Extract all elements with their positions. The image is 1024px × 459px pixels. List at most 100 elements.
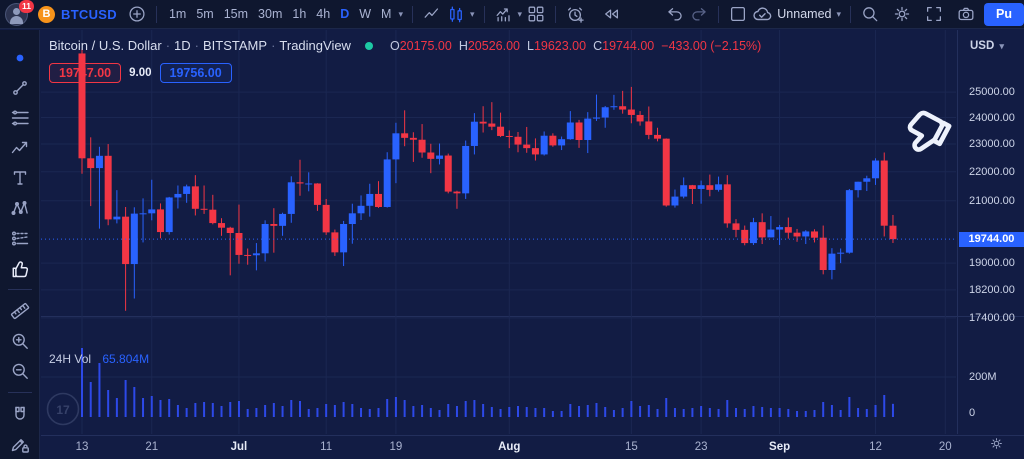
text-tool[interactable] (5, 163, 35, 193)
candle (872, 158, 880, 185)
candle (244, 248, 252, 265)
time-tick: 21 (145, 441, 159, 453)
interval-1m-month[interactable]: M (381, 7, 392, 21)
intervals-chevron-down-icon[interactable]: ▾ (398, 8, 403, 19)
settings-gear-icon[interactable] (890, 2, 914, 26)
measure-ruler-tool[interactable] (5, 296, 35, 326)
search-icon[interactable] (858, 2, 882, 26)
interval-1h[interactable]: 1h (292, 7, 307, 21)
candle (113, 190, 121, 224)
cloud-save-icon[interactable] (750, 2, 774, 26)
symbol-button[interactable]: BTCUSD (61, 6, 117, 22)
candle (610, 94, 618, 110)
candle (514, 131, 522, 153)
interval-30m[interactable]: 30m (258, 7, 283, 21)
candle (584, 112, 592, 154)
divider (7, 289, 32, 290)
candle (287, 176, 295, 223)
candle (322, 198, 330, 235)
fib-retracement-tool[interactable] (5, 103, 35, 133)
time-tick: Jul (230, 441, 248, 453)
trend-line-tool[interactable] (5, 73, 35, 103)
compare-plus-icon[interactable] (125, 2, 149, 26)
arrow-marker-tool[interactable] (5, 133, 35, 163)
style-chevron-down-icon[interactable]: ▾ (469, 8, 475, 19)
camera-icon[interactable] (954, 2, 978, 26)
indicators-chevron-down-icon[interactable]: ▾ (517, 8, 523, 19)
axis-settings-gear-icon[interactable] (989, 436, 1004, 456)
candle (566, 111, 574, 140)
high-label: H (458, 39, 468, 53)
drawing-lock-tool[interactable] (5, 429, 35, 459)
divider (155, 5, 157, 23)
bar-replay-icon[interactable] (599, 2, 623, 26)
interval-5m[interactable]: 5m (196, 7, 214, 21)
candle (802, 230, 810, 245)
candle (374, 181, 382, 208)
fullscreen-icon[interactable] (922, 2, 946, 26)
candle (165, 196, 173, 235)
candle (828, 248, 836, 280)
candle (78, 48, 86, 174)
legend-exchange: BITSTAMP (203, 38, 268, 53)
interval-15m[interactable]: 15m (223, 7, 249, 21)
xabcd-pattern-tool[interactable] (5, 193, 35, 223)
candle (209, 194, 217, 225)
long-position-tool[interactable] (5, 223, 35, 253)
candle (680, 177, 688, 199)
candle (758, 213, 766, 245)
magnet-tool[interactable] (5, 399, 35, 429)
pane-separator[interactable] (41, 316, 1024, 317)
cursor-dot-tool[interactable] (5, 43, 35, 73)
candle (845, 188, 853, 254)
candle (767, 216, 775, 238)
interval-4h[interactable]: 4h (316, 7, 331, 21)
candle (697, 180, 705, 204)
candle (889, 214, 897, 243)
time-tick: 19 (389, 441, 403, 453)
sell-price-button[interactable]: 19747.00 (49, 63, 122, 83)
currency-selector[interactable]: USD ▾ (969, 40, 1004, 52)
close-value: 19744.00 (602, 39, 655, 53)
redo-icon[interactable] (687, 2, 711, 26)
interval-1w[interactable]: W (359, 7, 372, 21)
candle (706, 174, 714, 197)
candle (401, 110, 409, 147)
time-tick: 23 (694, 441, 708, 453)
candlestick-style-icon[interactable] (444, 2, 468, 26)
zoom-in-icon[interactable] (5, 326, 35, 356)
candle (453, 190, 461, 209)
sticker-cursor-icon (888, 96, 963, 173)
zoom-out-icon[interactable] (5, 356, 35, 386)
time-axis[interactable]: 13 21 Jul 11 19 Aug 15 23 Sep 12 20 (41, 435, 1024, 459)
layout-grid-icon[interactable] (524, 2, 548, 26)
indicators-icon[interactable] (492, 2, 516, 26)
publish-button[interactable]: Pu (984, 2, 1024, 26)
candle (627, 86, 635, 124)
legend-title[interactable]: Bitcoin / U.S. Dollar (49, 38, 162, 53)
price-axis[interactable]: USD ▾ 25000.00 24000.00 23000.00 22000.00 21… (957, 30, 1024, 434)
layout-square-icon[interactable] (726, 2, 750, 26)
volume-label: 24H Vol (49, 352, 92, 366)
candle (776, 224, 784, 245)
chart-area[interactable]: Bitcoin / U.S. Dollar · 1D · BITSTAMP · Tradin… (41, 30, 1024, 459)
alert-clock-icon[interactable] (563, 2, 587, 26)
undo-icon[interactable] (663, 2, 687, 26)
time-tick: 20 (938, 441, 952, 453)
candle (418, 124, 426, 158)
layout-chevron-down-icon[interactable]: ▾ (836, 8, 842, 19)
volume-tick: 200M (969, 371, 997, 383)
buy-price-button[interactable]: 19756.00 (159, 63, 232, 83)
interval-1d[interactable]: D (340, 7, 350, 21)
line-chart-style-icon[interactable] (420, 2, 444, 26)
layout-name-button[interactable]: Unnamed (777, 7, 832, 21)
chart-legend: Bitcoin / U.S. Dollar · 1D · BITSTAMP · Tradin… (49, 38, 762, 53)
candle (200, 185, 208, 214)
divider (718, 5, 720, 23)
interval-1m[interactable]: 1m (168, 7, 187, 21)
candle (366, 183, 374, 217)
candle (392, 122, 400, 184)
user-avatar[interactable]: 11 (5, 0, 34, 26)
thumb-up-sticker-tool[interactable] (5, 253, 35, 283)
candle (749, 217, 757, 245)
